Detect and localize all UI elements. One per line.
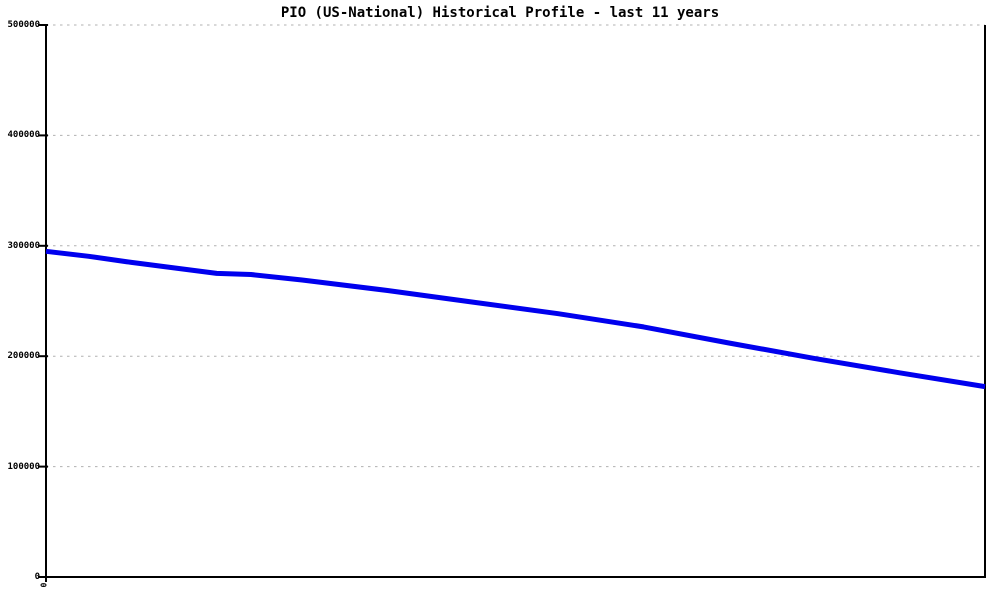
y-tick-label-500000: 500000	[7, 20, 40, 30]
y-tick-label-400000: 400000	[7, 130, 40, 141]
x-axis-origin-tick-label: 0	[38, 582, 48, 588]
y-tick-label-300000: 300000	[7, 240, 40, 251]
chart-title: PIO (US-National) Historical Profile - l…	[280, 5, 720, 21]
y-tick-label-100000: 100000	[7, 461, 40, 472]
data-series-line	[45, 248, 986, 390]
y-tick-label-200000: 200000	[7, 351, 40, 362]
y-tick-label-0: 0	[34, 572, 40, 582]
